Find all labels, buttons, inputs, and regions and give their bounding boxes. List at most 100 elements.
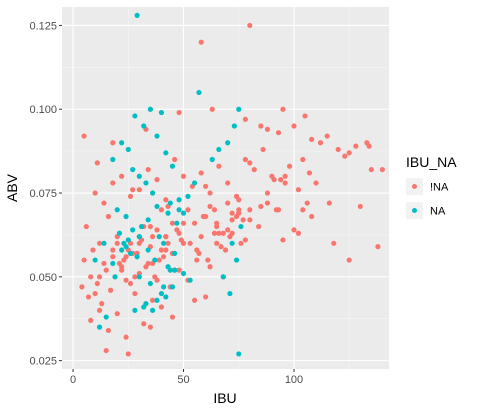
y-tick-label: 0.125 [29, 20, 57, 32]
point-na [141, 123, 146, 128]
point-na [135, 254, 140, 259]
point-na [159, 110, 164, 115]
point-na [152, 257, 157, 262]
point-notna [150, 234, 155, 239]
point-na [119, 140, 124, 145]
point-notna [148, 224, 153, 229]
point-notna [97, 308, 102, 313]
point-notna [225, 227, 230, 232]
point-na [161, 284, 166, 289]
point-notna [227, 234, 232, 239]
x-axis: 0 50 100 [70, 369, 303, 386]
point-na [181, 211, 186, 216]
point-na [210, 157, 215, 162]
point-notna [241, 217, 246, 222]
point-notna [280, 237, 285, 242]
point-notna [331, 241, 336, 246]
point-na [177, 207, 182, 212]
point-na [185, 194, 190, 199]
point-notna [369, 167, 374, 172]
point-notna [110, 140, 115, 145]
point-notna [236, 197, 241, 202]
point-notna [305, 200, 310, 205]
point-notna [318, 140, 323, 145]
point-notna [212, 207, 217, 212]
point-na [130, 227, 135, 232]
point-notna [194, 257, 199, 262]
point-na [123, 244, 128, 249]
point-notna [123, 278, 128, 283]
point-na [101, 241, 106, 246]
point-na [135, 13, 140, 18]
point-notna [146, 167, 151, 172]
point-na [174, 221, 179, 226]
point-notna [106, 214, 111, 219]
point-na [123, 214, 128, 219]
point-notna [380, 167, 385, 172]
point-notna [84, 224, 89, 229]
point-na [126, 147, 131, 152]
point-na [181, 271, 186, 276]
point-na [161, 241, 166, 246]
y-tick-label: 0.050 [29, 272, 57, 284]
point-notna [336, 147, 341, 152]
point-na [132, 308, 137, 313]
point-notna [154, 177, 159, 182]
point-notna [283, 174, 288, 179]
point-notna [296, 231, 301, 236]
point-na [128, 251, 133, 256]
point-notna [278, 177, 283, 182]
point-na [232, 123, 237, 128]
point-notna [342, 154, 347, 159]
point-notna [309, 137, 314, 142]
point-notna [223, 247, 228, 252]
point-notna [115, 241, 120, 246]
point-notna [218, 244, 223, 249]
point-notna [181, 221, 186, 226]
plot-panel [62, 7, 389, 369]
point-na [154, 133, 159, 138]
point-notna [199, 234, 204, 239]
point-notna [196, 251, 201, 256]
point-notna [230, 217, 235, 222]
point-notna [258, 204, 263, 209]
point-notna [272, 177, 277, 182]
point-notna [159, 207, 164, 212]
point-notna [327, 200, 332, 205]
point-notna [123, 254, 128, 259]
point-notna [258, 123, 263, 128]
point-notna [307, 170, 312, 175]
point-na [192, 180, 197, 185]
point-notna [199, 40, 204, 45]
point-na [236, 107, 241, 112]
point-notna [216, 231, 221, 236]
point-na [137, 274, 142, 279]
point-notna [179, 237, 184, 242]
point-na [143, 301, 148, 306]
legend-title: IBU_NA [406, 154, 457, 170]
point-notna [110, 247, 115, 252]
point-notna [192, 221, 197, 226]
y-tick-label: 0.025 [29, 356, 57, 368]
point-na [159, 291, 164, 296]
point-notna [126, 351, 131, 356]
point-notna [256, 224, 261, 229]
point-na [110, 157, 115, 162]
point-notna [243, 237, 248, 242]
point-notna [128, 194, 133, 199]
point-notna [214, 241, 219, 246]
point-na [170, 284, 175, 289]
point-notna [132, 291, 137, 296]
point-notna [265, 127, 270, 132]
y-axis: 0.025 0.050 0.075 0.100 0.125 [29, 20, 62, 367]
point-na [154, 298, 159, 303]
point-na [150, 190, 155, 195]
point-notna [247, 207, 252, 212]
point-notna [207, 190, 212, 195]
point-notna [141, 321, 146, 326]
point-notna [203, 294, 208, 299]
point-notna [185, 207, 190, 212]
point-na [104, 314, 109, 319]
point-na [225, 140, 230, 145]
point-notna [95, 160, 100, 165]
